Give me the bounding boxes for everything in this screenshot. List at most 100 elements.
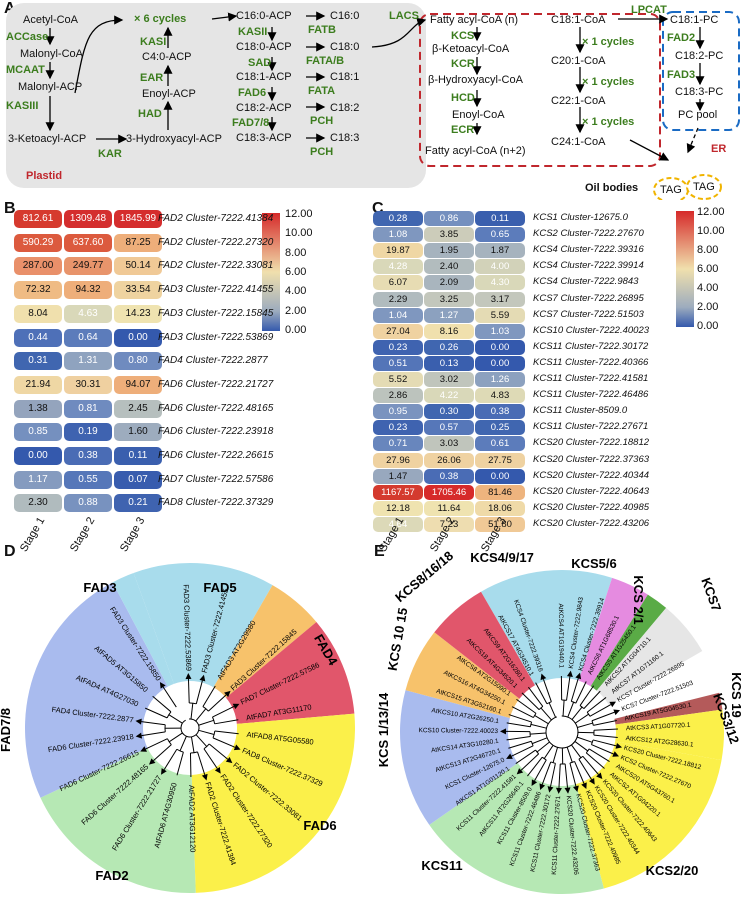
pc-box <box>662 11 740 131</box>
heatmap-cell: 2.40 <box>424 259 474 275</box>
colorbar-tick: 0.00 <box>697 320 719 332</box>
colorbar-tick: 8.00 <box>697 244 719 256</box>
heatmap-cell: 0.26 <box>424 339 474 355</box>
heatmap-cell: 8.04 <box>14 304 62 323</box>
branch <box>511 706 534 718</box>
leaf-marker <box>233 744 241 751</box>
branch <box>508 740 532 749</box>
branch <box>593 728 618 731</box>
branch <box>543 745 554 759</box>
heatmap-cell: 1.08 <box>373 227 423 243</box>
heatmap-cell: 0.86 <box>424 211 474 226</box>
branch <box>564 763 568 788</box>
leaf-marker <box>613 709 621 716</box>
heatmap-cell: 3.02 <box>424 372 474 387</box>
plastid-box <box>6 3 426 188</box>
row-label: FAD4 Cluster-7222.2877 <box>158 355 268 367</box>
branch <box>541 761 552 785</box>
panel-d-label: D <box>4 543 16 560</box>
heatmap-cell: 0.71 <box>373 436 423 452</box>
heatmap-cell: 0.61 <box>475 436 525 452</box>
heatmap-cell: 1845.99 <box>114 210 162 228</box>
heatmap-cell: 94.07 <box>114 375 162 394</box>
heatmap-cell: 1.26 <box>475 372 525 387</box>
leaf-marker <box>148 758 156 765</box>
branch <box>536 741 550 753</box>
branch <box>527 756 543 777</box>
clade-sector <box>213 585 317 698</box>
leaf-marker <box>214 766 221 774</box>
metabolite: C18:2-ACP <box>236 102 292 114</box>
leaf-marker <box>201 773 208 781</box>
branch <box>516 698 537 714</box>
branch <box>190 751 198 754</box>
branch <box>198 719 214 726</box>
metabolite: Fatty acyl-CoA (n+2) <box>425 145 526 157</box>
clade-label: KCS7 <box>698 576 724 614</box>
branch <box>180 718 200 738</box>
clade-label: KCS 2/1 <box>631 575 646 624</box>
row-label: KCS1 Cluster-12675.0 <box>533 212 628 223</box>
enzyme: FATA <box>308 85 336 97</box>
branch <box>203 748 218 769</box>
leaf-marker <box>612 751 620 757</box>
enzyme: FAD6 <box>238 87 267 99</box>
branch <box>576 736 593 743</box>
branch <box>529 721 533 727</box>
heatmap-cell: 1.87 <box>475 243 525 259</box>
enzyme: HCD <box>451 92 475 104</box>
cycle-label: × 1 cycles <box>582 76 635 88</box>
clade-label: FAD2 <box>95 868 128 883</box>
branch <box>586 711 591 717</box>
branch <box>534 759 547 782</box>
heatmap-cell: 1705.46 <box>424 484 474 500</box>
branch <box>542 679 552 702</box>
metabolite: C18:0 <box>330 41 360 53</box>
heatmap-cell: 0.21 <box>114 494 162 513</box>
clade-label: KCS 1/13/14 <box>376 692 391 767</box>
branch <box>589 704 612 717</box>
heatmap-cell: 0.64 <box>64 328 112 347</box>
arrow <box>211 12 238 22</box>
colorbar-tick: 8.00 <box>285 246 307 259</box>
heatmap-cell: 1.03 <box>475 323 525 339</box>
branch <box>541 756 547 761</box>
branch <box>540 707 552 721</box>
clade-sector <box>578 577 648 687</box>
heatmap-cell: 4.00 <box>475 259 525 275</box>
heatmap-cell: 1.31 <box>64 352 112 371</box>
leaf-marker <box>232 703 240 710</box>
heatmap-cell: 2.09 <box>424 275 474 291</box>
row-label: KCS11 Cluster-7222.40366 <box>533 356 649 368</box>
heatmap-cell: 87.25 <box>114 233 162 252</box>
heatmap-cell: 51.80 <box>475 516 525 532</box>
heatmap-cell: 4.22 <box>424 388 474 404</box>
branch <box>591 744 614 755</box>
heatmap-cell: 6.07 <box>373 275 423 291</box>
heatmap-cell: 0.00 <box>475 355 525 371</box>
branch <box>574 741 589 752</box>
arrow <box>371 17 427 48</box>
clade-label: FAD3 <box>83 580 116 595</box>
heatmap-cell: 81.46 <box>475 484 525 500</box>
row-label: FAD6 Cluster-7222.48165 <box>158 402 274 414</box>
branch <box>190 703 194 720</box>
branch <box>141 721 166 726</box>
heatmap-cell: 0.30 <box>424 404 474 420</box>
heatmap-cell: 3.03 <box>424 436 474 452</box>
branch <box>579 685 595 706</box>
leaf-marker <box>555 787 562 794</box>
enzyme: KASIII <box>6 100 39 112</box>
leaf-marker <box>575 672 582 680</box>
colorbar-tick: 2.00 <box>697 301 719 313</box>
row-label: KCS4 Cluster-7222.39316 <box>533 244 644 256</box>
metabolite: C16:0-ACP <box>236 10 292 22</box>
er-label: ER <box>711 143 727 155</box>
clade-sector <box>24 582 168 798</box>
clade-sector <box>434 591 535 699</box>
metabolite: C18:3-PC <box>675 86 724 98</box>
branch <box>590 739 594 745</box>
branch <box>535 749 540 755</box>
heatmap-cell: 0.11 <box>475 211 525 226</box>
row-label: FAD2 Cluster-7222.41384 <box>158 213 274 224</box>
